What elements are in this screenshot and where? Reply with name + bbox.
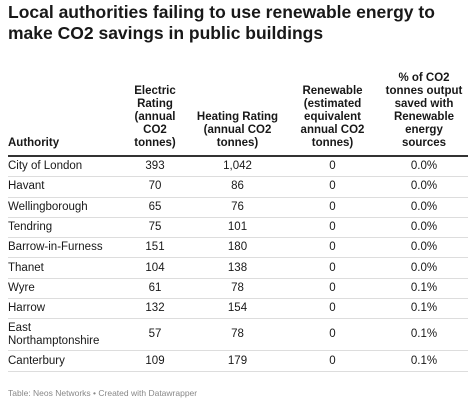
column-header-authority[interactable]: Authority [8, 68, 120, 157]
cell-renewable: 0 [285, 197, 380, 218]
chart-title: Local authorities failing to use renewab… [8, 2, 435, 43]
cell-authority: Havant [8, 176, 120, 198]
source-footer: Table: Neos Networks • Created with Data… [8, 388, 198, 398]
column-header-percent-saved[interactable]: % of CO2 tonnes output saved with Renewa… [380, 68, 468, 157]
cell-heating-rating: 1,042 [190, 156, 285, 178]
cell-renewable: 0 [285, 350, 380, 372]
cell-electric-rating: 109 [120, 350, 190, 372]
cell-electric-rating: 104 [120, 257, 190, 279]
cell-renewable: 0 [285, 217, 380, 239]
cell-heating-rating: 101 [190, 217, 285, 239]
table-row: Wyre 61 78 0 0.1% [8, 278, 468, 300]
cell-electric-rating: 61 [120, 278, 190, 300]
cell-heating-rating: 78 [190, 278, 285, 300]
cell-renewable: 0 [285, 318, 380, 352]
cell-authority: Tendring [8, 217, 120, 239]
data-table: Authority Electric Rating (annual CO2 to… [8, 68, 468, 372]
cell-percent-saved: 0.0% [380, 197, 468, 218]
cell-percent-saved: 0.0% [380, 257, 468, 279]
cell-percent-saved: 0.1% [380, 298, 468, 320]
cell-percent-saved: 0.0% [380, 217, 468, 239]
table-row: Wellingborough 65 76 0 0.0% [8, 197, 468, 218]
table-row: Barrow-in-Furness 151 180 0 0.0% [8, 237, 468, 259]
cell-renewable: 0 [285, 298, 380, 320]
cell-authority: Wyre [8, 278, 120, 300]
cell-percent-saved: 0.1% [380, 278, 468, 300]
cell-percent-saved: 0.1% [380, 350, 468, 372]
cell-heating-rating: 180 [190, 237, 285, 259]
cell-percent-saved: 0.0% [380, 176, 468, 198]
cell-heating-rating: 86 [190, 176, 285, 198]
table-row: Havant 70 86 0 0.0% [8, 176, 468, 198]
cell-electric-rating: 75 [120, 217, 190, 239]
cell-authority: Wellingborough [8, 197, 120, 218]
cell-authority: City of London [8, 156, 120, 178]
cell-electric-rating: 65 [120, 197, 190, 218]
header-row: Authority Electric Rating (annual CO2 to… [8, 68, 468, 157]
table-row: Harrow 132 154 0 0.1% [8, 298, 468, 320]
cell-percent-saved: 0.1% [380, 318, 468, 352]
table-row: East Northamptonshire 57 78 0 0.1% [8, 318, 468, 352]
cell-renewable: 0 [285, 237, 380, 259]
cell-electric-rating: 132 [120, 298, 190, 320]
cell-authority: East Northamptonshire [8, 318, 120, 352]
cell-heating-rating: 78 [190, 318, 285, 352]
table-row: Canterbury 109 179 0 0.1% [8, 350, 468, 372]
cell-authority: Barrow-in-Furness [8, 237, 120, 259]
cell-percent-saved: 0.0% [380, 156, 468, 178]
cell-heating-rating: 154 [190, 298, 285, 320]
cell-electric-rating: 57 [120, 318, 190, 352]
cell-authority: Harrow [8, 298, 120, 320]
cell-renewable: 0 [285, 257, 380, 279]
cell-authority: Canterbury [8, 350, 120, 372]
cell-heating-rating: 179 [190, 350, 285, 372]
table-row: Thanet 104 138 0 0.0% [8, 257, 468, 279]
cell-renewable: 0 [285, 278, 380, 300]
cell-electric-rating: 151 [120, 237, 190, 259]
column-header-heating-rating[interactable]: Heating Rating (annual CO2 tonnes) [190, 68, 285, 157]
cell-electric-rating: 393 [120, 156, 190, 178]
table-row: City of London 393 1,042 0 0.0% [8, 156, 468, 178]
column-header-electric-rating[interactable]: Electric Rating (annual CO2 tonnes) [120, 68, 190, 157]
cell-authority: Thanet [8, 257, 120, 279]
cell-percent-saved: 0.0% [380, 237, 468, 259]
cell-heating-rating: 138 [190, 257, 285, 279]
cell-renewable: 0 [285, 156, 380, 178]
cell-renewable: 0 [285, 176, 380, 198]
cell-heating-rating: 76 [190, 197, 285, 218]
column-header-renewable[interactable]: Renewable (estimated equivalent annual C… [285, 68, 380, 157]
cell-electric-rating: 70 [120, 176, 190, 198]
table-row: Tendring 75 101 0 0.0% [8, 217, 468, 239]
